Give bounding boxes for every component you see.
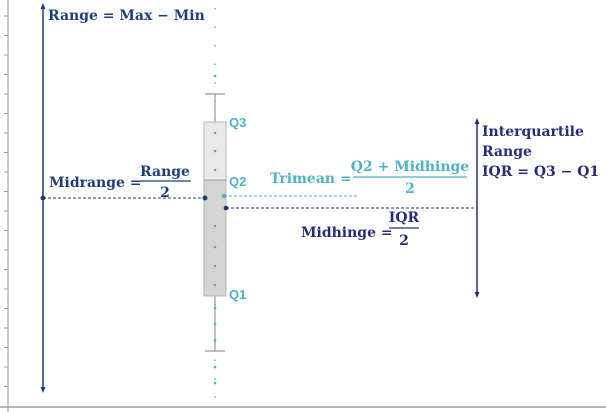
svg-text:Midhinge =: Midhinge =	[301, 225, 393, 241]
q3-label: Q3	[229, 115, 246, 130]
midrange-denominator: 2	[160, 185, 170, 201]
trimean-denominator: 2	[405, 181, 415, 197]
svg-text:IQR = Q3 − Q1: IQR = Q3 − Q1	[482, 164, 599, 180]
svg-text:Midrange =: Midrange =	[49, 175, 142, 191]
trimean-formula: Trimean = Q2 + Midhinge 2	[270, 159, 469, 197]
left-axis	[4, 0, 9, 412]
q2-label: Q2	[229, 174, 246, 189]
midhinge-formula: Midhinge = IQR 2	[301, 210, 420, 249]
midhinge-numerator: IQR	[389, 210, 420, 226]
iqr-line	[474, 118, 480, 298]
center-dots	[213, 74, 217, 385]
midrange-numerator: Range	[140, 164, 190, 180]
q1-label: Q1	[229, 287, 246, 302]
midrange-formula: Midrange = Range 2	[49, 164, 191, 201]
svg-text:Range: Range	[482, 144, 532, 160]
svg-text:Trimean =: Trimean =	[270, 171, 352, 187]
trimean-numerator: Q2 + Midhinge	[351, 159, 469, 175]
svg-text:Interquartile: Interquartile	[482, 124, 584, 140]
iqr-formula: Interquartile Range IQR = Q3 − Q1	[482, 124, 599, 180]
midhinge-denominator: 2	[399, 233, 409, 249]
midrange-marker	[40, 195, 46, 201]
range-formula: Range = Max − Min	[48, 8, 205, 24]
